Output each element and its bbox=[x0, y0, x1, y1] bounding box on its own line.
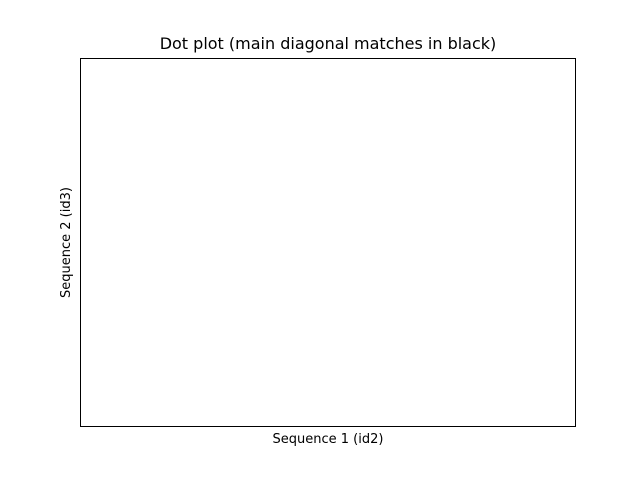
x-axis-label: Sequence 1 (id2) bbox=[273, 432, 384, 447]
y-axis-label: Sequence 2 (id3) bbox=[59, 187, 74, 298]
plot-area bbox=[80, 58, 576, 427]
chart-title: Dot plot (main diagonal matches in black… bbox=[160, 34, 497, 53]
